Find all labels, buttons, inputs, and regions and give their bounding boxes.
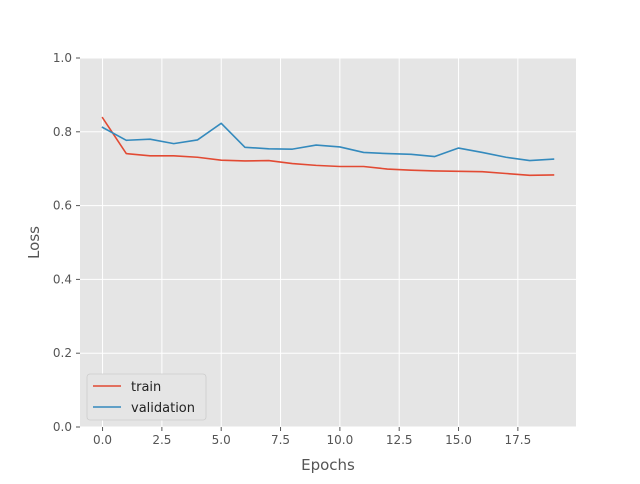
- y-axis-ticks: 0.0 0.2 0.4 0.6 0.8 1.0: [53, 51, 80, 434]
- y-axis-label: Loss: [25, 226, 43, 259]
- y-tick-label: 0.0: [53, 420, 72, 434]
- series-line-validation: [101, 122, 555, 162]
- y-tick-label: 0.4: [53, 272, 72, 286]
- legend-label-validation: validation: [131, 401, 195, 416]
- x-axis-ticks: 0.0 2.5 5.0 7.5 10.0 12.5 15.0 17.5: [93, 427, 531, 447]
- y-tick-label: 1.0: [53, 51, 72, 65]
- plot-area: [80, 58, 576, 427]
- x-tick-label: 5.0: [212, 433, 231, 447]
- series-lines: [101, 116, 555, 177]
- x-tick-label: 0.0: [93, 433, 112, 447]
- x-tick-label: 2.5: [152, 433, 171, 447]
- x-axis-label: Epochs: [301, 456, 355, 474]
- x-tick-label: 12.5: [386, 433, 413, 447]
- series-line-train: [101, 116, 555, 177]
- x-tick-label: 7.5: [271, 433, 290, 447]
- legend-label-train: train: [131, 380, 161, 395]
- y-tick-label: 0.6: [53, 199, 72, 213]
- x-tick-label: 17.5: [504, 433, 531, 447]
- y-tick-label: 0.8: [53, 125, 72, 139]
- legend: train validation: [86, 373, 207, 421]
- y-tick-label: 0.2: [53, 346, 72, 360]
- grid-lines: [80, 57, 576, 428]
- x-tick-label: 15.0: [445, 433, 472, 447]
- x-tick-label: 10.0: [327, 433, 354, 447]
